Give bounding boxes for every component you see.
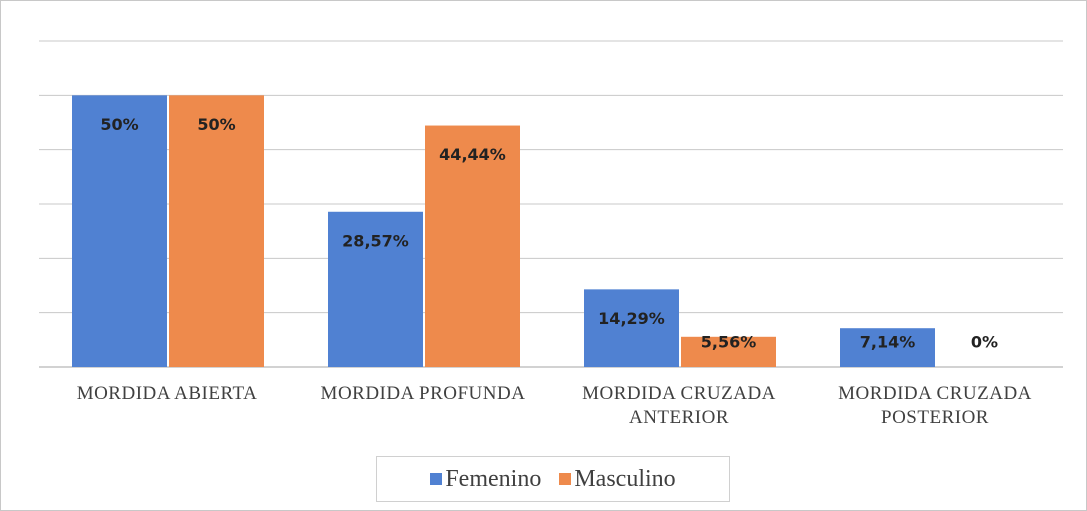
x-tick-label: MORDIDA ABIERTA <box>76 383 258 404</box>
value-label: 50% <box>197 115 235 134</box>
bar <box>681 336 776 367</box>
bar <box>840 328 935 367</box>
value-label: 14,29% <box>598 309 665 328</box>
value-label: 44,44% <box>439 145 506 164</box>
legend-label: Masculino <box>574 465 676 492</box>
bar <box>425 125 520 367</box>
legend: Femenino Masculino <box>376 456 730 502</box>
value-label: 0% <box>971 333 998 352</box>
value-label: 28,57% <box>342 231 409 250</box>
legend-label: Femenino <box>445 465 542 492</box>
legend-item: Femenino <box>430 466 541 493</box>
value-label: 50% <box>100 115 138 134</box>
x-tick-label: MORDIDA CRUZADA ANTERIOR <box>582 383 776 428</box>
value-label: 5,56% <box>701 333 757 352</box>
bar <box>169 95 264 367</box>
legend-swatch <box>559 473 572 485</box>
x-tick-label: MORDIDA CRUZADA POSTERIOR <box>838 383 1032 428</box>
x-tick-label: MORDIDA PROFUNDA <box>320 383 526 404</box>
bar <box>328 211 423 367</box>
legend-item: Masculino <box>559 465 676 493</box>
bar <box>584 289 679 367</box>
value-label: 7,14% <box>860 333 916 352</box>
bar <box>72 95 167 367</box>
legend-swatch <box>430 473 443 485</box>
